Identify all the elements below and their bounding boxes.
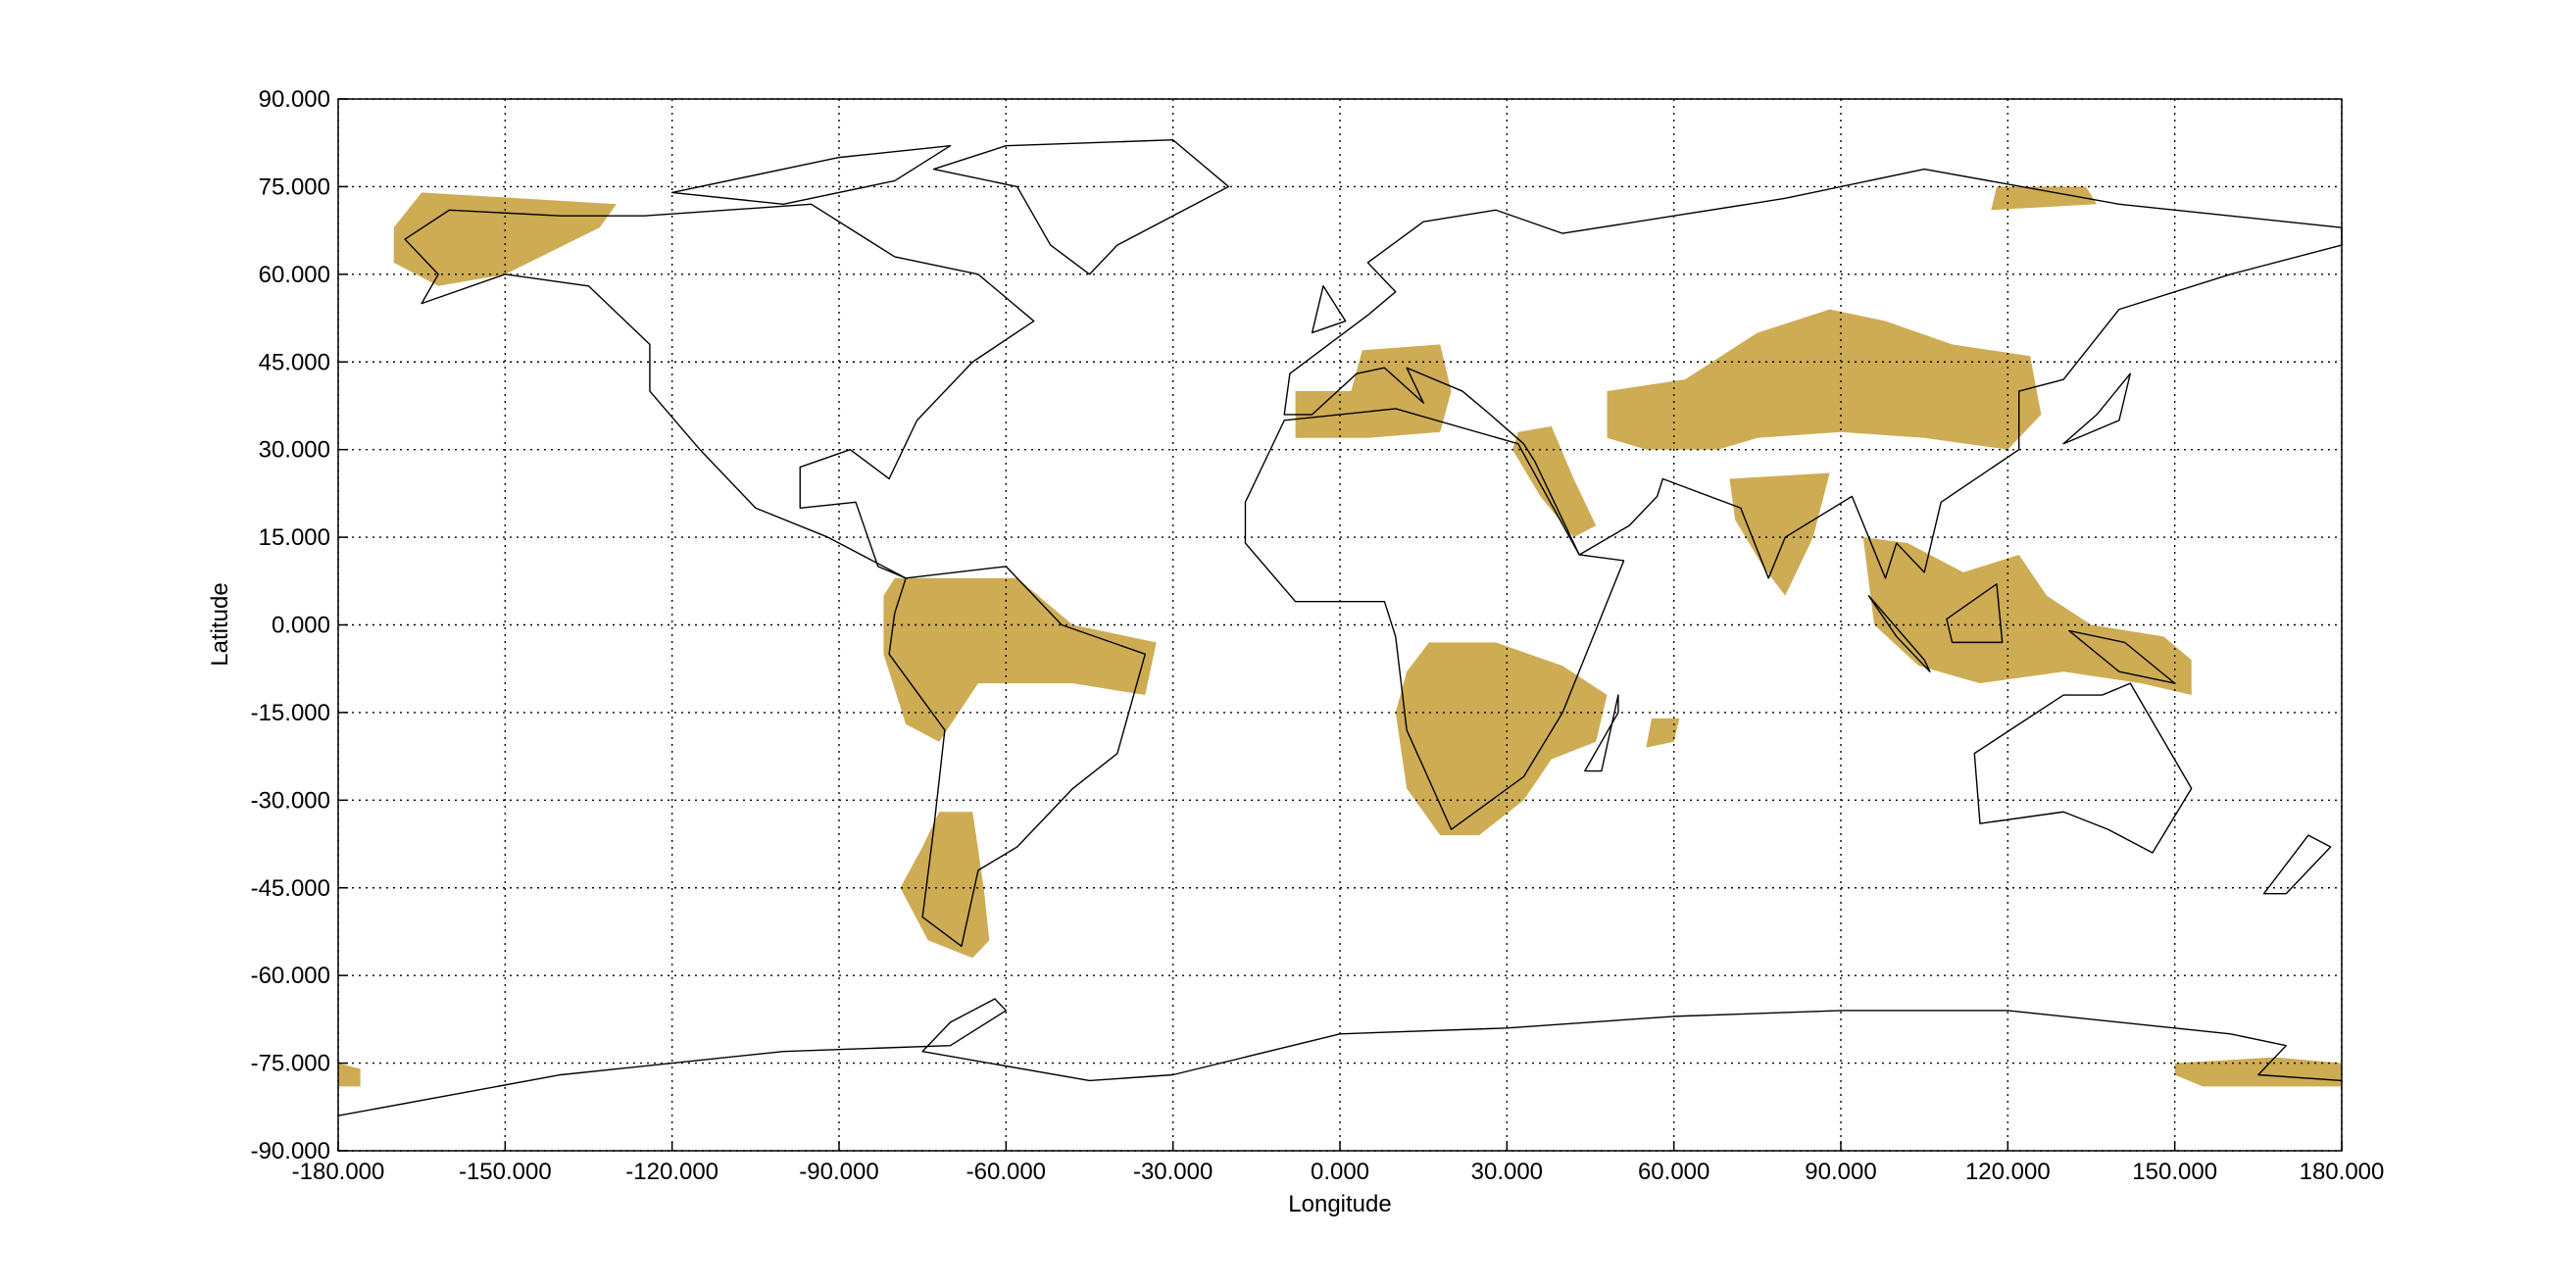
x-tick-label: 90.000 [1805,1159,1876,1185]
coastline [1974,683,2191,853]
x-tick-label: 120.000 [1965,1159,2051,1185]
map-layer [338,140,2342,1115]
x-tick-label: 150.000 [2132,1159,2217,1185]
y-tick-label: 75.000 [259,173,330,200]
y-axis-label: Latitude [207,582,233,666]
x-tick-label: 30.000 [1471,1159,1543,1185]
coverage-region [1729,472,1830,596]
coverage-region [883,577,1157,742]
x-axis-label: Longitude [1288,1191,1391,1217]
coastline [338,999,2342,1115]
coverage-region [1512,425,1597,538]
coastline [889,567,1145,946]
x-tick-label: 180.000 [2300,1159,2385,1185]
x-tick-label: 60.000 [1638,1159,1709,1185]
x-tick-label: -60.000 [966,1159,1046,1185]
y-tick-label: 60.000 [259,262,330,288]
coverage-region [1991,186,2098,211]
coastline [1245,409,1623,829]
coverage-region [2174,1057,2343,1087]
x-tick-label: -30.000 [1133,1159,1213,1185]
y-tick-label: -60.000 [251,963,330,989]
coverage-region [1607,309,2042,450]
coastline [2264,835,2331,894]
x-tick-label: 0.000 [1311,1159,1369,1185]
coverage-region [900,812,990,959]
x-tick-label: -180.000 [292,1159,385,1185]
y-tick-label: 45.000 [259,349,330,375]
coastline [2063,373,2130,444]
y-tick-label: 0.000 [272,613,330,639]
coverage-region [1646,718,1680,748]
x-tick-label: -90.000 [799,1159,878,1185]
coastline [672,146,951,205]
y-tick-label: -75.000 [251,1051,330,1077]
coastline [1313,286,1346,333]
coastline [1284,170,2342,578]
y-tick-label: -30.000 [251,787,330,814]
coverage [337,186,2343,1087]
y-tick-label: 30.000 [259,437,330,464]
coastline [405,204,1034,578]
coverage-region [337,1063,361,1087]
coastline [1585,695,1618,770]
coastline [934,140,1229,274]
coastline [1947,584,2003,643]
coastline [1868,596,1929,671]
x-tick-label: -120.000 [625,1159,718,1185]
y-tick-label: 15.000 [259,524,330,551]
y-tick-label: 90.000 [259,86,330,113]
coverage-region [1395,642,1608,836]
coverage-region [1295,344,1452,438]
y-tick-label: -15.000 [251,700,330,726]
y-tick-label: -45.000 [251,875,330,902]
coverage-region [1862,537,2192,696]
y-tick-label: -90.000 [251,1138,330,1164]
x-tick-label: -150.000 [459,1159,552,1185]
